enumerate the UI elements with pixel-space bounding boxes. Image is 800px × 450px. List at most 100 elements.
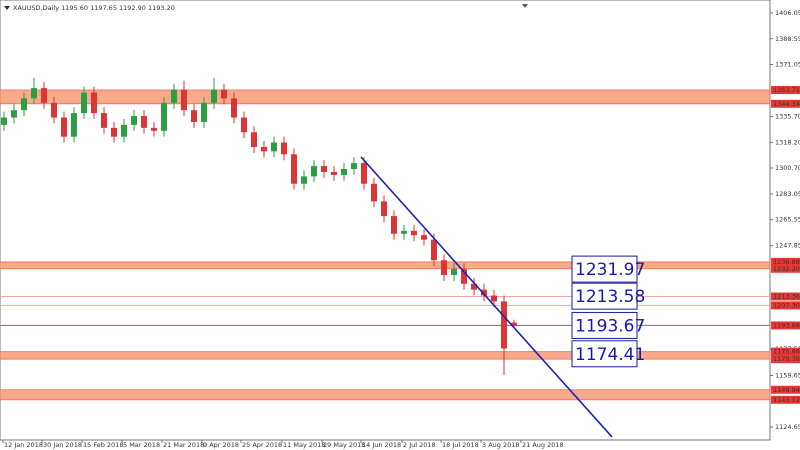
zone-price-label: 1344.34 [773,100,800,108]
annotation-label: 1231.97 [575,260,645,280]
zone-price-tag [771,347,800,356]
candle-body [391,216,397,234]
candle-body [131,116,137,125]
x-tick-label: 18 Jul 2018 [442,441,479,449]
candle-body [371,183,377,202]
trendline [360,156,613,438]
candle-body [111,127,117,137]
zone-price-tag [771,86,800,95]
y-tick-label: 1247.85 [775,242,800,250]
y-tick-label: 1159.65 [775,371,800,379]
candle-body [191,110,197,122]
candle-body [261,146,267,152]
candle-body [431,239,437,261]
candle-body [241,117,247,133]
zone-price-label: 1236.88 [773,258,800,266]
y-tick-label: 1371.05 [775,61,800,69]
x-tick-label: 14 Jun 2018 [362,441,401,449]
y-tick-label: 1388.55 [775,35,800,43]
candle-body [421,235,427,240]
candle-body [91,92,97,114]
y-tick-label: 1318.20 [775,138,800,146]
candle-body [451,269,457,275]
candle-body [411,230,417,236]
zone-price-label: 1353.71 [773,86,800,94]
candle-body [341,169,347,175]
x-tick-label: 3 Aug 2018 [482,441,520,449]
x-tick-label: 11 May 2018 [283,441,325,449]
candle-body [281,142,287,155]
annotation-box [571,282,638,310]
shift-icon [522,4,528,8]
zone-price-label: 1175.86 [773,348,800,356]
zone-price-tag [771,264,800,273]
zone-price-tag [771,355,800,364]
zone-price-label: 1232.20 [773,265,800,273]
zone-price-tag [771,257,800,266]
candle-body [41,88,47,103]
chart-title: XAUUSD,Daily 1195.60 1197.65 1192.90 119… [13,4,175,12]
x-tick-label: 5 Mar 2018 [123,441,160,449]
candle-body [51,102,57,118]
candle-body [21,98,27,111]
annotation-box [571,311,638,339]
level-price-label: 1193.68 [773,321,800,329]
y-tick-label: 1283.05 [775,190,800,198]
level-price-tag [771,321,800,330]
candle-body [181,89,187,111]
candle-body [161,102,167,131]
candle-body [321,166,327,172]
candle-body [481,289,487,296]
candle-body [511,322,517,327]
x-tick-label: 2 Jul 2018 [403,441,436,449]
candle-body [71,113,77,137]
candle-body [271,142,277,152]
candle-body [11,110,17,118]
x-tick-label: 25 Apr 2018 [242,441,282,449]
annotation-label: 1174.41 [575,345,645,365]
x-tick-label: 15 Feb 2018 [83,441,123,449]
candle-body [361,163,367,184]
candle-body [441,260,447,275]
candle-body [141,116,147,128]
annotation-box [571,340,638,368]
zone-price-label: 1149.94 [773,386,800,394]
candle-body [101,113,107,128]
y-tick-label: 1406.05 [775,9,800,17]
candle-body [171,89,177,103]
candle-body [221,89,227,99]
candle-body [251,132,257,147]
x-tick-label: 30 Jan 2018 [43,441,82,449]
annotation-label: 1193.67 [575,316,645,336]
x-tick-label: 29 May 2018 [323,441,365,449]
zone-price-tag [771,395,800,404]
plot-frame [0,0,771,441]
level-price-label: 1207.30 [773,301,800,309]
candle-body [381,201,387,217]
candle-body [311,166,317,177]
level-price-label: 1213.36 [773,292,800,300]
candle-body [121,124,127,137]
candle-body [491,295,497,302]
zone-price-tag [771,99,800,108]
zone-price-label: 1143.12 [773,396,800,404]
candle-body [31,88,37,99]
candle-body [201,102,207,122]
candle-body [471,283,477,290]
y-tick-label: 1300.70 [775,164,800,172]
zone-price-tag [771,385,800,394]
annotation-label: 1213.58 [575,287,645,307]
candle-body [401,230,407,234]
level-price-tag [771,292,800,301]
candle-body [61,117,67,137]
zone-price-label: 1170.76 [773,355,800,363]
candle-body [351,163,357,170]
candle-body [301,176,307,184]
level-price-tag [771,301,800,310]
candle-body [501,301,507,349]
x-tick-label: 12 Jan 2018 [4,441,43,449]
candle-body [331,171,337,175]
annotation-box [571,255,638,283]
